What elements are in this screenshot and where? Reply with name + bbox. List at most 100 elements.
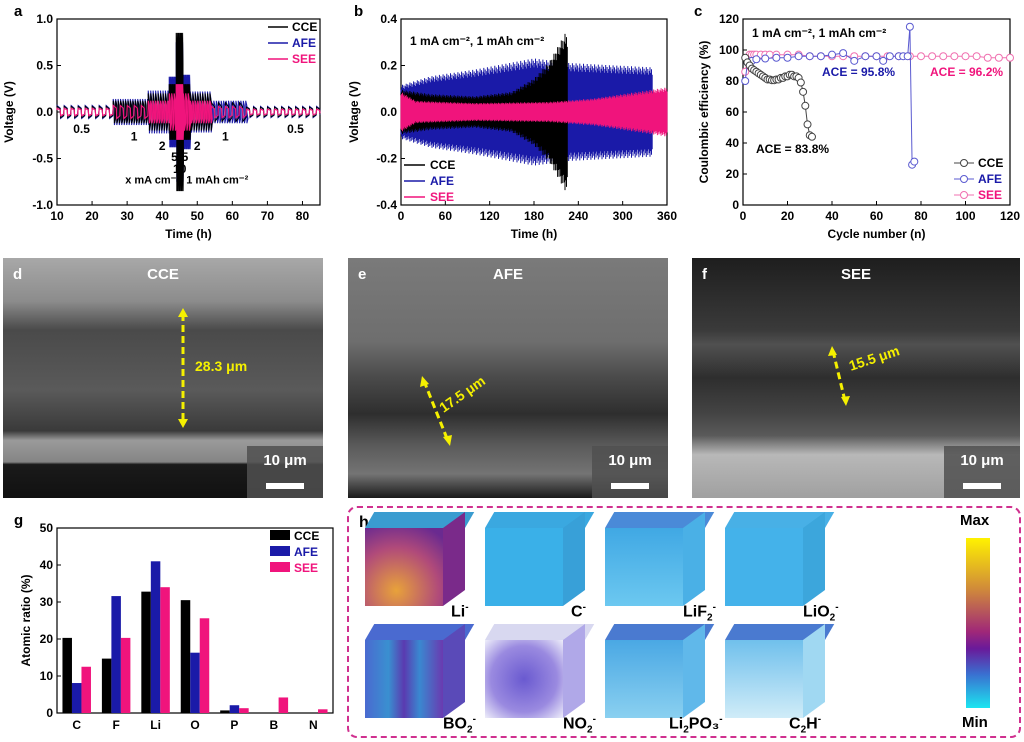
y-tick-label: 0.2: [380, 59, 397, 73]
ion-charge: -: [712, 602, 716, 613]
thickness-label: 15.5 μm: [846, 342, 902, 374]
condition-annotation: 1 mA cm⁻², 1 mAh cm⁻²: [410, 34, 544, 48]
y-tick-label: 0.4: [380, 12, 397, 26]
y-tick-label: 60: [726, 105, 740, 119]
x-tick-label: Li: [150, 718, 161, 732]
data-point-afe: [816, 52, 825, 61]
cube-front: [605, 640, 683, 718]
x-tick-label: O: [190, 718, 199, 732]
tof-cube: [725, 624, 835, 720]
panel-label: d: [13, 266, 23, 283]
panel-label: c: [694, 3, 702, 20]
y-axis-label: Coulombic efficiency (%): [697, 41, 711, 184]
data-point-see: [994, 53, 1003, 62]
x-tick-label: 100: [955, 209, 975, 223]
bar-cce: [141, 591, 151, 713]
y-tick-label: 40: [40, 558, 54, 572]
x-axis-label: Time (h): [511, 227, 557, 241]
x-tick-label: 80: [296, 209, 310, 223]
bar-see: [239, 708, 249, 713]
cube-side: [803, 512, 825, 606]
data-point-cce: [803, 120, 812, 129]
cube-front: [485, 640, 563, 718]
legend-label-afe: AFE: [294, 545, 318, 559]
rate-label: 1: [222, 130, 229, 144]
x-tick-label: 120: [1000, 209, 1020, 223]
bar-afe: [71, 683, 82, 713]
ace-annotation-see: ACE = 96.2%: [930, 65, 1003, 79]
rate-label: 10: [173, 162, 187, 176]
scale-bar: 10 μm: [592, 446, 668, 498]
legend-swatch-cce: [270, 530, 290, 540]
data-point-cce: [799, 87, 808, 96]
ion-label: C2H-: [789, 714, 821, 736]
ion-formula-tail: PO₃: [688, 715, 720, 733]
x-tick-label: P: [230, 718, 238, 732]
legend-label-cce: CCE: [978, 156, 1003, 170]
x-tick-label: 40: [825, 209, 839, 223]
legend-swatch-afe: [270, 546, 290, 556]
data-point-afe: [903, 52, 912, 61]
data-point-afe: [805, 52, 814, 61]
x-tick-label: 80: [914, 209, 928, 223]
bar-cce: [101, 658, 112, 713]
ace-annotation-cce: ACE = 83.8%: [756, 142, 829, 156]
y-tick-label: 0.0: [380, 105, 397, 119]
tof-cube: [605, 624, 715, 720]
ion-formula: BO: [443, 715, 467, 733]
series-line-see: [56, 84, 321, 140]
x-tick-label: 30: [120, 209, 134, 223]
data-point-see: [741, 67, 750, 76]
panel-label: e: [358, 266, 367, 283]
cube-side: [563, 512, 585, 606]
x-tick-label: 180: [524, 209, 544, 223]
y-tick-label: -0.2: [376, 152, 397, 166]
y-tick-label: -0.4: [376, 198, 397, 212]
plot-frame: [742, 18, 1011, 206]
sem-title: CCE: [147, 266, 179, 283]
cube-front: [365, 640, 443, 718]
colorbar: [966, 538, 990, 708]
sem-title: SEE: [840, 266, 871, 283]
cube-side: [443, 624, 465, 718]
scale-bar: 10 μm: [247, 446, 323, 498]
x-axis-label: Time (h): [165, 227, 211, 241]
chart-b: 0 60 120 180 240 300 360 -0.4 -0.2 0.0 0.2 0.4 Time …: [347, 3, 677, 241]
data-point-afe: [905, 22, 914, 31]
tof-cube: [485, 512, 595, 608]
y-tick-label: 10: [40, 669, 54, 683]
x-tick-label: 240: [568, 209, 588, 223]
legend-label-afe: AFE: [978, 172, 1002, 186]
rate-label: 0.5: [73, 122, 90, 136]
rate-label: 2: [194, 139, 201, 153]
ion-subscript: 2: [829, 612, 836, 624]
bar-afe: [229, 705, 240, 713]
legend-label-see: SEE: [292, 52, 316, 66]
colorbar-min-label: Min: [962, 714, 988, 731]
bar-see: [278, 697, 289, 713]
x-tick-label: 40: [156, 209, 170, 223]
ion-subscript: 2: [587, 724, 593, 736]
data-point-afe: [741, 77, 750, 85]
x-axis-label: Cycle number (n): [827, 227, 925, 241]
scale-bar: 10 μm: [944, 446, 1020, 498]
ion-formula: Li: [669, 715, 684, 733]
panel-label: h: [359, 514, 369, 531]
cube-front: [725, 640, 803, 718]
x-tick-label: 0: [740, 209, 747, 223]
chart-g: 0 10 20 30 40 50 Atomic ratio (%) g C F Li O P B N CCE A…: [14, 512, 334, 732]
ion-subscript: 2: [683, 724, 689, 736]
bar-afe: [190, 652, 200, 713]
ion-charge: -: [817, 714, 822, 725]
ion-charge: -: [582, 602, 586, 613]
ion-label: LiO2-: [803, 602, 839, 624]
rate-label: 1: [131, 130, 138, 144]
tof-cube: [725, 512, 835, 608]
panel-label: f: [702, 266, 707, 283]
cube-side: [563, 624, 585, 718]
chart-a: 10 20 30 40 50 60 70 80 -1.0 -0.5 0.0 0.5 1.0 Time (h…: [2, 3, 321, 241]
y-axis-label: Voltage (V): [347, 81, 361, 143]
bar-cce: [62, 637, 72, 713]
ion-subscript: 2: [707, 612, 713, 624]
ion-charge: -: [835, 602, 839, 613]
